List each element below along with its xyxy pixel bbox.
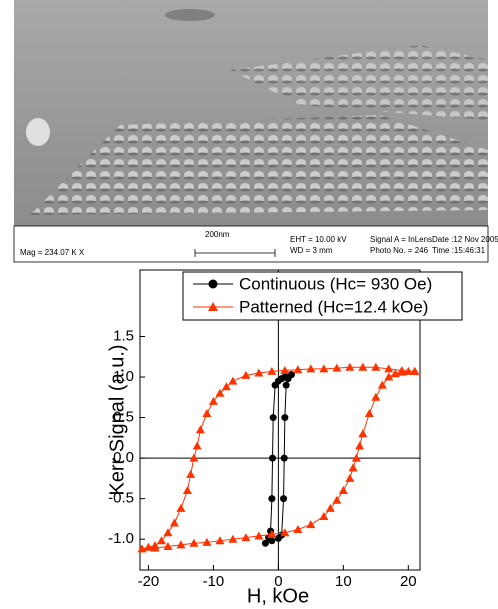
data-point — [202, 409, 211, 417]
data-point — [176, 504, 185, 512]
legend-marker — [209, 280, 218, 289]
sem-image — [14, 0, 488, 226]
data-point — [272, 382, 279, 389]
info-text: Mag = 234.07 K X — [20, 248, 85, 257]
x-tick-label: 10 — [335, 573, 352, 590]
y-tick-label: -1.0 — [108, 530, 134, 547]
data-point — [163, 528, 172, 536]
data-point — [170, 518, 179, 526]
x-tick-label: 0 — [274, 573, 282, 590]
info-text: Signal A = InLens — [370, 235, 432, 244]
y-tick-label: -0.5 — [108, 490, 134, 507]
x-tick-label: -10 — [203, 573, 225, 590]
data-point — [196, 425, 205, 433]
info-text: 200nm — [205, 230, 230, 239]
data-point — [371, 393, 380, 401]
data-point — [365, 409, 374, 417]
data-point — [269, 455, 276, 462]
y-tick-label: 1.5 — [113, 327, 134, 344]
info-text: Time :15:46:31 — [432, 246, 486, 255]
legend-label: Continuous (Hc= 930 Oe) — [239, 274, 432, 293]
sem-info-bar: Mag = 234.07 K X 200nm EHT = 10.00 kV WD… — [14, 226, 498, 262]
y-tick-label: 0.0 — [113, 449, 134, 466]
data-point — [281, 414, 288, 421]
data-point — [268, 495, 275, 502]
data-point — [280, 495, 287, 502]
data-point — [332, 496, 341, 504]
data-point — [345, 474, 354, 482]
data-point — [228, 377, 237, 385]
y-tick-label: 1.0 — [113, 368, 134, 385]
info-text: WD = 3 mm — [290, 246, 333, 255]
data-point — [186, 470, 195, 478]
info-text: Photo No. = 246 — [370, 246, 429, 255]
data-point — [355, 441, 364, 449]
page: Mag = 234.07 K X 200nm EHT = 10.00 kV WD… — [0, 0, 498, 609]
data-point — [283, 382, 290, 389]
data-point — [288, 371, 295, 378]
info-text: Date :12 Nov 2005 — [432, 235, 498, 244]
data-point — [339, 486, 348, 494]
data-point — [358, 429, 367, 437]
data-point — [183, 486, 192, 494]
data-point — [349, 463, 358, 471]
y-tick-label: 0.5 — [113, 409, 134, 426]
x-tick-label: -20 — [138, 573, 160, 590]
data-point — [193, 441, 202, 449]
data-point — [268, 537, 275, 544]
data-point — [270, 414, 277, 421]
legend-label: Patterned (Hc=12.4 kOe) — [239, 297, 428, 316]
data-point — [293, 525, 302, 533]
data-point — [262, 540, 269, 547]
data-point — [281, 455, 288, 462]
data-point — [306, 520, 315, 528]
info-text: EHT = 10.00 kV — [290, 235, 347, 244]
x-tick-label: 20 — [400, 573, 417, 590]
